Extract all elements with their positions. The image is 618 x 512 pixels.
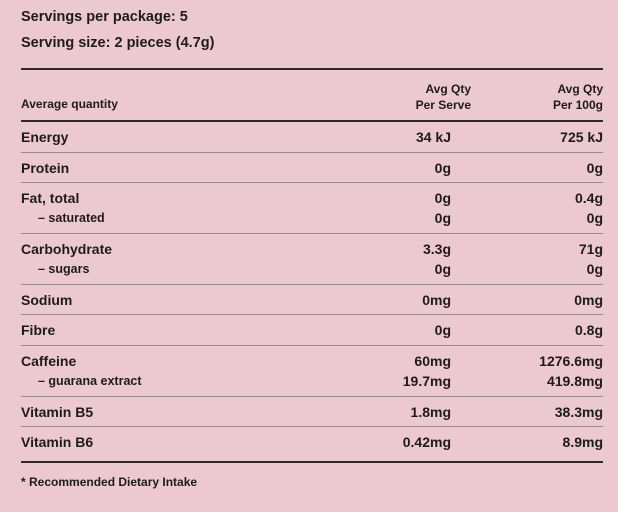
per-serve-value: 0.42mg <box>402 434 451 450</box>
per-100g-header-line2: Per 100g <box>552 98 603 112</box>
per-100g-value: 0g <box>586 210 603 226</box>
per-100g-value: 0.8g <box>574 322 603 338</box>
per-serve-value: 34 kJ <box>415 129 451 145</box>
per-serve-value: 3.3g <box>422 241 451 257</box>
row-divider <box>21 314 603 315</box>
per-serve-header: Avg Qty Per Serve <box>416 81 471 113</box>
header-bottom-rule <box>21 120 603 122</box>
sub-nutrient-label: – guarana extract <box>38 374 142 388</box>
nutrient-label: Fat, total <box>21 190 80 206</box>
per-serve-value: 0g <box>434 210 451 226</box>
per-100g-value: 71g <box>578 241 603 257</box>
nutrient-label: Vitamin B6 <box>21 434 94 450</box>
per-serve-value: 0g <box>434 190 451 206</box>
table-bottom-rule <box>21 461 603 463</box>
per-serve-header-line1: Avg Qty <box>425 82 471 96</box>
servings-per-package: Servings per package: 5 <box>21 9 188 25</box>
header-top-rule <box>21 68 603 70</box>
per-100g-header-line1: Avg Qty <box>557 82 603 96</box>
per-100g-value: 8.9mg <box>562 434 603 450</box>
per-serve-value: 19.7mg <box>402 373 451 389</box>
per-100g-value: 0mg <box>574 292 603 308</box>
per-100g-value: 0.4g <box>574 190 603 206</box>
row-divider <box>21 396 603 397</box>
per-100g-value: 419.8mg <box>546 373 603 389</box>
per-100g-value: 38.3mg <box>554 404 603 420</box>
per-100g-value: 0g <box>586 160 603 176</box>
nutrient-label: Caffeine <box>21 353 77 369</box>
row-divider <box>21 345 603 346</box>
per-100g-value: 0g <box>586 261 603 277</box>
per-100g-header: Avg Qty Per 100g <box>553 81 603 113</box>
per-serve-value: 0g <box>434 261 451 277</box>
row-divider <box>21 152 603 153</box>
per-serve-value: 1.8mg <box>410 404 451 420</box>
nutrient-label: Protein <box>21 160 70 176</box>
row-divider <box>21 233 603 234</box>
per-serve-header-line2: Per Serve <box>415 98 471 112</box>
nutrient-label: Fibre <box>21 322 56 338</box>
nutrient-label: Vitamin B5 <box>21 404 94 420</box>
per-serve-value: 60mg <box>414 353 451 369</box>
sub-nutrient-label: – sugars <box>38 262 90 276</box>
row-divider <box>21 284 603 285</box>
sub-nutrient-label: – saturated <box>38 211 105 225</box>
per-100g-value: 1276.6mg <box>539 353 603 369</box>
row-divider <box>21 426 603 427</box>
per-100g-value: 725 kJ <box>560 129 603 145</box>
per-serve-value: 0g <box>434 322 451 338</box>
average-quantity-header: Average quantity <box>21 97 118 111</box>
nutrient-label: Energy <box>21 129 69 145</box>
nutrient-label: Carbohydrate <box>21 241 113 257</box>
nutrient-label: Sodium <box>21 292 73 308</box>
serving-size: Serving size: 2 pieces (4.7g) <box>21 35 215 51</box>
row-divider <box>21 182 603 183</box>
footnote: * Recommended Dietary Intake <box>21 475 198 489</box>
per-serve-value: 0mg <box>422 292 451 308</box>
per-serve-value: 0g <box>434 160 451 176</box>
